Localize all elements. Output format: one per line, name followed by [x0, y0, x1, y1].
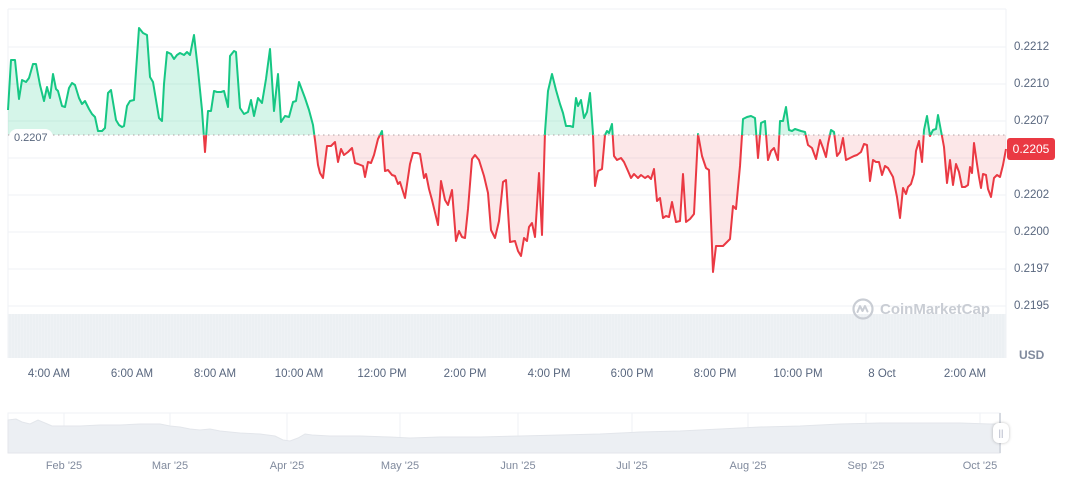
x-tick-label: 10:00 AM — [274, 368, 324, 380]
y-tick-label: 0.2197 — [1014, 263, 1050, 275]
navigator-month-label: Sep '25 — [847, 460, 885, 472]
navigator-drag-handle[interactable]: || — [993, 423, 1009, 443]
range-navigator[interactable] — [0, 400, 1072, 477]
navigator-month-label: Oct '25 — [962, 460, 998, 472]
x-tick-label: 4:00 AM — [27, 368, 71, 380]
x-tick-label: 8 Oct — [868, 368, 896, 380]
baseline-price-label: 0.2207 — [9, 129, 53, 146]
coinmarketcap-watermark: CoinMarketCap — [852, 298, 990, 320]
navigator-month-label: Feb '25 — [45, 460, 83, 472]
y-tick-label: 0.2207 — [1014, 115, 1050, 127]
y-tick-label: 0.2212 — [1014, 41, 1050, 53]
x-tick-label: 6:00 AM — [110, 368, 154, 380]
x-tick-label: 10:00 PM — [773, 368, 823, 380]
navigator-month-label: Mar '25 — [151, 460, 189, 472]
y-tick-label: 0.2202 — [1014, 189, 1050, 201]
x-tick-label: 12:00 PM — [357, 368, 407, 380]
y-tick-label: 0.2195 — [1014, 300, 1050, 312]
x-tick-label: 4:00 PM — [527, 368, 571, 380]
x-tick-label: 8:00 AM — [193, 368, 237, 380]
price-chart[interactable] — [0, 0, 1072, 400]
navigator-month-label: Apr '25 — [269, 460, 305, 472]
current-price-badge: 0.2205 — [1007, 138, 1055, 160]
currency-label: USD — [1019, 348, 1045, 362]
navigator-month-label: Jul '25 — [616, 460, 648, 472]
watermark-text: CoinMarketCap — [880, 300, 991, 318]
navigator-month-label: Aug '25 — [729, 460, 767, 472]
y-tick-label: 0.2210 — [1014, 78, 1050, 90]
navigator-month-label: May '25 — [380, 460, 420, 472]
y-tick-label: 0.2200 — [1014, 226, 1050, 238]
x-tick-label: 6:00 PM — [610, 368, 654, 380]
x-tick-label: 2:00 AM — [943, 368, 987, 380]
x-tick-label: 8:00 PM — [693, 368, 737, 380]
coinmarketcap-logo-icon — [852, 298, 874, 320]
x-tick-label: 2:00 PM — [443, 368, 487, 380]
navigator-month-label: Jun '25 — [500, 460, 536, 472]
